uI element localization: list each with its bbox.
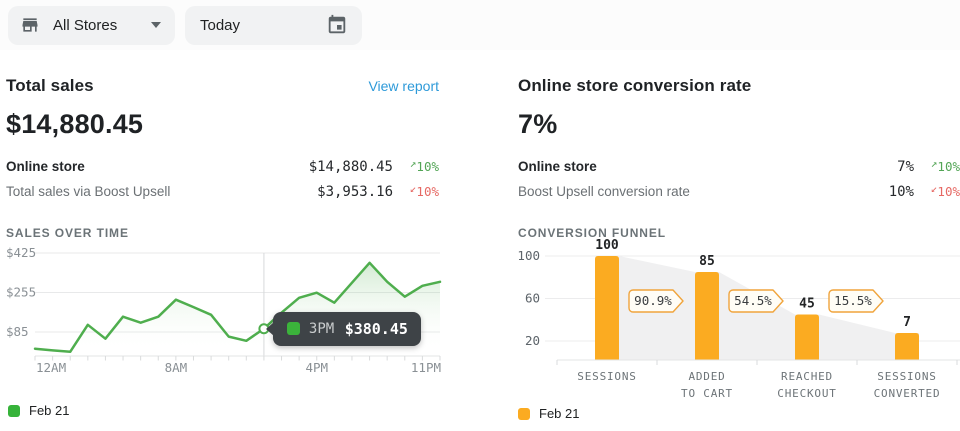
y-axis-label: $425 <box>6 245 36 260</box>
conversion-rate-title: Online store conversion rate <box>518 76 752 95</box>
conversion-badge <box>728 289 784 313</box>
delta-badge: ↙ 10% <box>930 182 960 199</box>
sales-legend: Feb 21 <box>8 403 439 418</box>
conversion-rate-value: 7% <box>518 109 558 139</box>
conversion-badge <box>628 289 684 313</box>
category-label: TO CART <box>681 387 733 400</box>
delta-badge: ↗ 10% <box>409 157 439 174</box>
store-filter-label: All Stores <box>53 16 118 34</box>
trend-down-icon: ↙ <box>930 182 938 195</box>
conversion-badge-label: 54.5% <box>734 293 772 308</box>
conversion-badge-label: 15.5% <box>834 293 872 308</box>
x-axis-label: 4PM <box>305 360 328 375</box>
conversion-funnel-chart[interactable]: 100 60 20 100 85 45 7 90.9% 54.5% 15.5% SESSIONS AD… <box>517 238 960 400</box>
metric-row-online-store: Online store $14,880.45 ↗ 10% <box>6 157 439 175</box>
category-label: CONVERTED <box>874 387 941 400</box>
legend-label: Feb 21 <box>539 406 580 421</box>
dashboard: Total sales View report $14,880.45 Onlin… <box>0 50 960 421</box>
sales-line <box>33 261 442 354</box>
category-label: SESSIONS <box>877 370 936 383</box>
y-axis-label: 20 <box>525 333 540 348</box>
topbar: All Stores Today <box>0 0 960 50</box>
bar-value-label: 45 <box>799 296 815 311</box>
trend-up-icon: ↗ <box>930 157 938 170</box>
legend-swatch-orange <box>518 407 530 420</box>
conversion-funnel-header: CONVERSION FUNNEL <box>518 226 666 240</box>
bar-value-label: 85 <box>699 254 715 269</box>
sales-breakdown: Online store $14,880.45 ↗ 10% Total sales… <box>6 154 439 204</box>
tooltip-time: 3PM <box>308 320 335 337</box>
y-axis-label: 60 <box>525 291 540 306</box>
date-filter-label: Today <box>200 16 241 34</box>
funnel-bar <box>595 256 619 360</box>
series-swatch <box>286 322 300 336</box>
metric-row-boost-upsell-sales: Total sales via Boost Upsell $3,953.16 ↙… <box>6 182 439 200</box>
chevron-down-icon <box>151 22 161 28</box>
funnel-bar <box>795 314 819 360</box>
category-label: ADDED <box>688 370 725 383</box>
legend-swatch-green <box>8 404 20 417</box>
y-axis-label: $85 <box>6 324 29 339</box>
x-axis-label: 12AM <box>36 360 66 375</box>
metric-row-online-store-rate: Online store 7% ↗ 10% <box>518 157 960 175</box>
store-icon <box>22 18 38 32</box>
view-report-link[interactable]: View report <box>368 78 439 94</box>
funnel-bar <box>895 333 919 360</box>
category-label: REACHED <box>781 370 833 383</box>
total-sales-value: $14,880.45 <box>6 109 144 139</box>
legend-label: Feb 21 <box>29 403 70 418</box>
sales-over-time-chart[interactable]: $425 $255 $85 12AM 8AM 4PM 11PM 3PM $380.45 <box>6 245 442 383</box>
sales-over-time-header: SALES OVER TIME <box>6 226 129 240</box>
funnel-bar <box>695 271 719 360</box>
metric-row-boost-upsell-rate: Boost Upsell conversion rate 10% ↙ 10% <box>518 182 960 200</box>
x-axis-label: 8AM <box>165 360 188 375</box>
store-filter-button[interactable]: All Stores <box>8 5 175 45</box>
trend-up-icon: ↗ <box>409 157 417 170</box>
calendar-icon <box>328 14 346 34</box>
conversion-badge-label: 90.9% <box>634 293 672 308</box>
conversion-breakdown: Online store 7% ↗ 10% Boost Upsell conver… <box>518 154 960 204</box>
category-label: CHECKOUT <box>777 387 836 400</box>
bar-value-label: 7 <box>903 315 911 330</box>
total-sales-panel: Total sales View report $14,880.45 Onlin… <box>6 50 442 421</box>
delta-badge: ↙ 10% <box>409 182 439 199</box>
conversion-badge <box>828 289 884 313</box>
chart-tooltip: 3PM $380.45 <box>265 311 421 346</box>
x-axis-label: 11PM <box>411 360 441 375</box>
date-filter-button[interactable]: Today <box>185 5 362 45</box>
tooltip-value: $380.45 <box>344 319 408 338</box>
funnel-legend: Feb 21 <box>518 406 960 421</box>
bar-value-label: 100 <box>595 238 619 253</box>
conversion-rate-panel: Online store conversion rate 7% Online s… <box>517 50 960 421</box>
category-label: SESSIONS <box>577 370 636 383</box>
y-axis-label: 100 <box>517 248 540 263</box>
y-axis-label: $255 <box>6 285 36 300</box>
total-sales-title: Total sales <box>6 76 94 95</box>
trend-down-icon: ↙ <box>409 182 417 195</box>
delta-badge: ↗ 10% <box>930 157 960 174</box>
